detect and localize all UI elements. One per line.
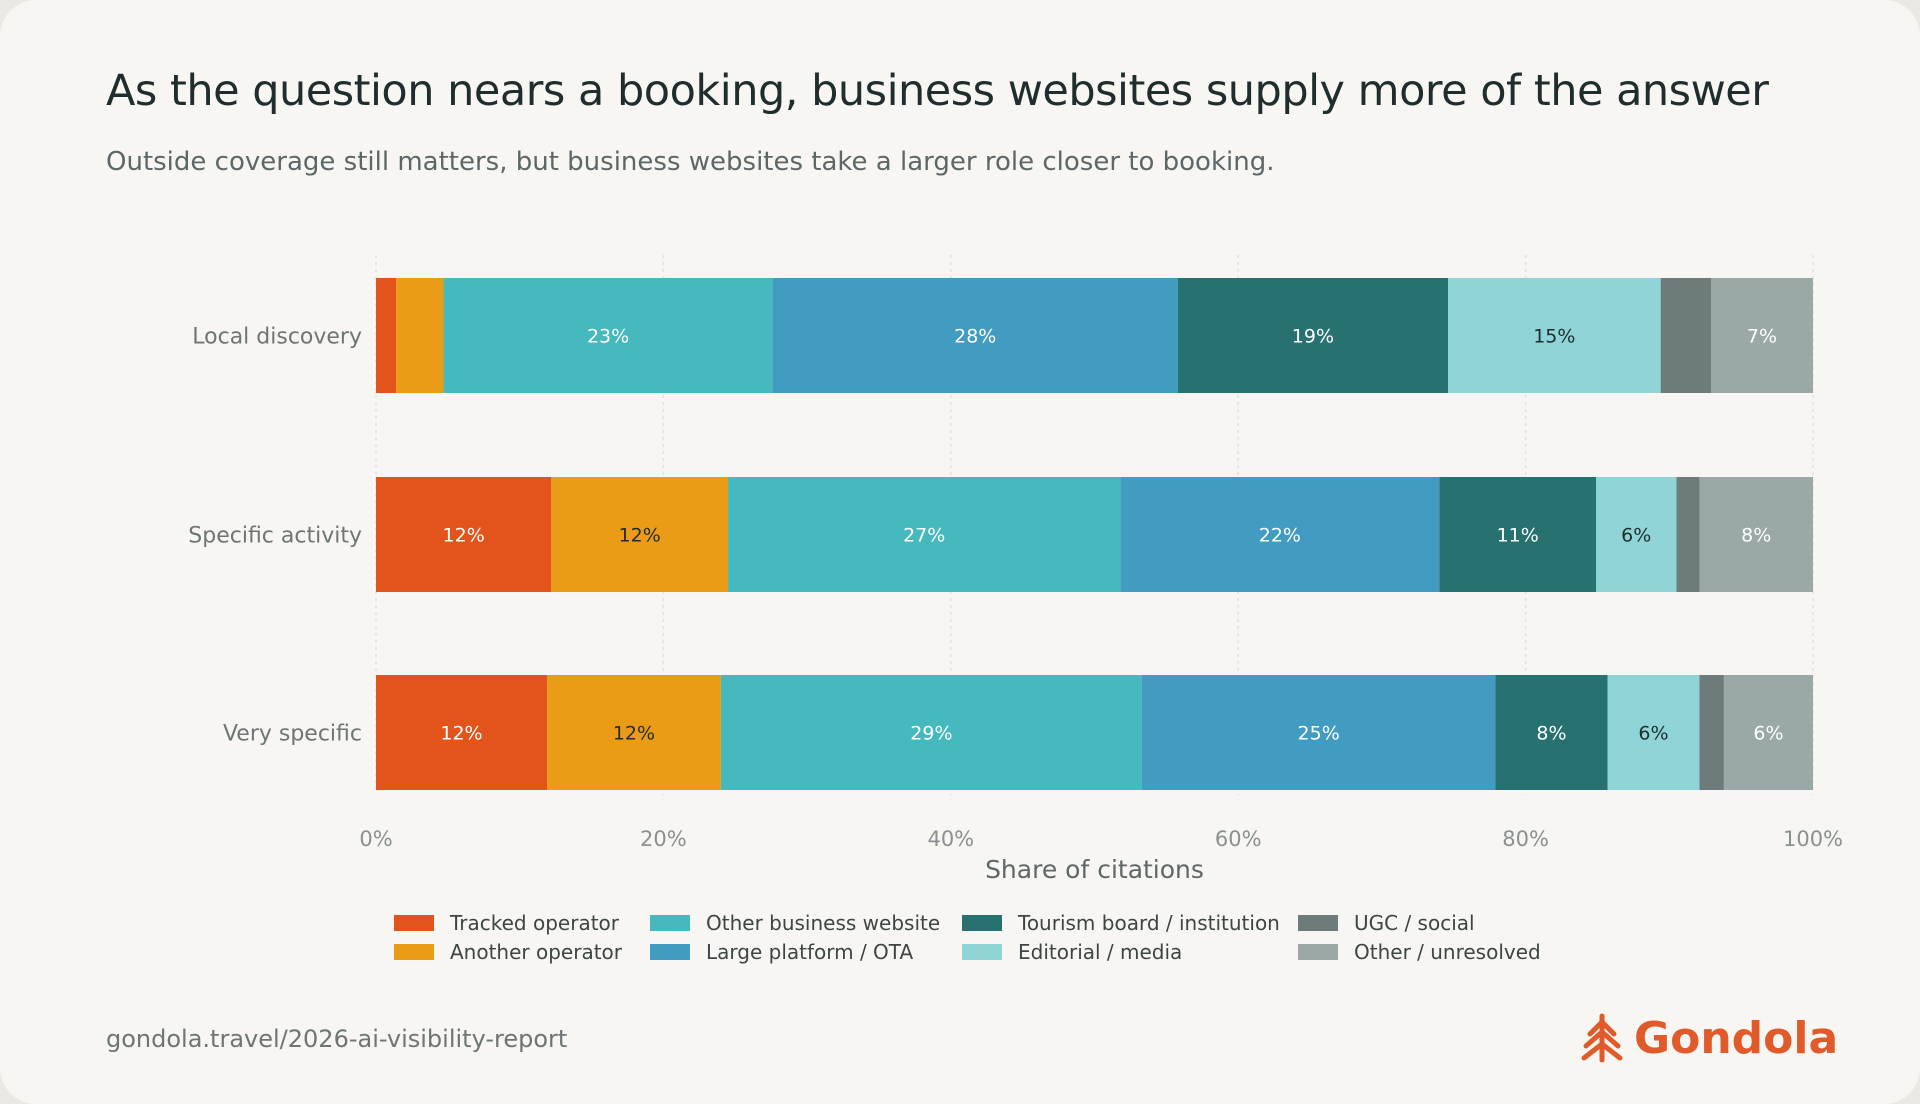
bar-segment: [1596, 477, 1677, 592]
bar-segment: [547, 675, 721, 790]
x-tick-label: 0%: [359, 827, 392, 851]
legend-label: Another operator: [450, 939, 623, 964]
legend-item: Another operator: [394, 939, 650, 964]
legend-item: Other business website: [650, 910, 962, 935]
data-label: 25%: [1298, 723, 1340, 745]
source-url: gondola.travel/2026-ai-visibility-report: [106, 1025, 568, 1053]
bar-segment: [1141, 675, 1496, 790]
x-tick-label: 80%: [1502, 827, 1549, 851]
x-tick-label: 100%: [1783, 827, 1843, 851]
bar-segment: [1676, 477, 1700, 592]
legend-label: Editorial / media: [1018, 939, 1183, 964]
chart-subtitle: Outside coverage still matters, but busi…: [106, 147, 1275, 177]
brand-logo: Gondola: [1580, 1010, 1838, 1066]
legend-item: Editorial / media: [962, 939, 1298, 964]
category-label: Very specific: [223, 722, 362, 747]
bar-segment: [1495, 675, 1608, 790]
legend-swatch: [650, 943, 690, 960]
legend-swatch: [1298, 943, 1338, 960]
legend-item: Other / unresolved: [1298, 939, 1558, 964]
bar-segment: [1120, 477, 1440, 592]
x-tick-label: 60%: [1215, 827, 1262, 851]
legend-item: Tourism board / institution: [962, 910, 1298, 935]
brand-name: Gondola: [1634, 1012, 1839, 1064]
chart-legend: Tracked operator Other business website To…: [394, 910, 1594, 964]
legend-swatch: [1298, 914, 1338, 931]
legend-swatch: [394, 943, 434, 960]
x-tick-label: 40%: [927, 827, 974, 851]
category-label: Local discovery: [192, 325, 362, 350]
legend-label: Tourism board / institution: [1018, 910, 1280, 935]
data-label: 15%: [1533, 326, 1575, 348]
bar-segment: [720, 675, 1142, 790]
bar-segment: [1607, 675, 1700, 790]
data-label: 27%: [903, 525, 945, 547]
legend-swatch: [962, 914, 1002, 931]
bar-segment: [728, 477, 1121, 592]
data-label: 12%: [619, 525, 661, 547]
data-label: 28%: [954, 326, 996, 348]
bar-segment: [443, 278, 773, 393]
data-label: 12%: [613, 723, 655, 745]
bar-segment: [376, 477, 552, 592]
data-label: 6%: [1753, 723, 1783, 745]
x-tick-label: 20%: [640, 827, 687, 851]
legend-item: Tracked operator: [394, 910, 650, 935]
legend-label: Tracked operator: [450, 910, 619, 935]
bar-segment: [1660, 278, 1711, 393]
bar-segment: [1177, 278, 1449, 393]
bar-segment: [772, 278, 1178, 393]
legend-label: Large platform / OTA: [706, 939, 914, 964]
bar-segment: [1699, 675, 1724, 790]
data-label: 8%: [1536, 723, 1566, 745]
bar-segment: [1439, 477, 1597, 592]
data-label: 11%: [1497, 525, 1539, 547]
legend-swatch: [650, 914, 690, 931]
data-label: 7%: [1747, 326, 1777, 348]
data-label: 19%: [1292, 326, 1334, 348]
bar-segment: [1710, 278, 1813, 393]
data-label: 8%: [1741, 525, 1771, 547]
bar-segment: [376, 675, 548, 790]
data-label: 6%: [1638, 723, 1668, 745]
legend-item: Large platform / OTA: [650, 939, 962, 964]
legend-swatch: [394, 914, 434, 931]
legend-label: Other business website: [706, 910, 941, 935]
category-label: Specific activity: [188, 524, 362, 549]
data-label: 23%: [587, 326, 629, 348]
bar-segment: [1699, 477, 1813, 592]
legend-label: UGC / social: [1354, 910, 1475, 935]
data-label: 12%: [440, 723, 482, 745]
legend-item: UGC / social: [1298, 910, 1558, 935]
bar-segment: [376, 278, 397, 393]
data-label: 6%: [1621, 525, 1651, 547]
x-axis-title: Share of citations: [985, 855, 1204, 884]
gondola-logo-icon: [1581, 1013, 1623, 1063]
legend-swatch: [962, 943, 1002, 960]
data-label: 22%: [1259, 525, 1301, 547]
data-label: 12%: [443, 525, 485, 547]
bar-segment: [396, 278, 444, 393]
bar-segment: [1723, 675, 1813, 790]
bar-segment: [551, 477, 729, 592]
data-label: 29%: [910, 723, 952, 745]
chart-title: As the question nears a booking, busines…: [106, 66, 1769, 116]
bar-segment: [1448, 278, 1661, 393]
legend-label: Other / unresolved: [1354, 939, 1541, 964]
